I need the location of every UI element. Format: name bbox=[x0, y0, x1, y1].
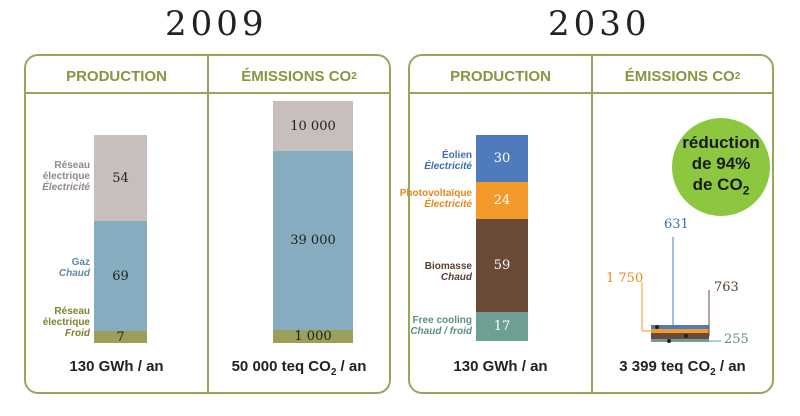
bar-segment-emissions-electricite-2009: 10 000 bbox=[273, 101, 353, 151]
bar-segment-biomasse-2030: 59 bbox=[476, 219, 528, 312]
label-gaz-2009: Gaz Chaud bbox=[58, 257, 90, 279]
footer-production-2030: 130 GWh / an bbox=[453, 358, 548, 375]
header-emissions-2009: ÉMISSIONS CO 2 bbox=[241, 67, 357, 85]
emissions-segment-763 bbox=[651, 333, 709, 339]
year-2009: 2009 bbox=[165, 4, 268, 44]
bar-segment-photovoltaique-2030: 24 bbox=[476, 182, 528, 219]
header-production-2009: PRODUCTION bbox=[66, 67, 167, 85]
bar-segment-emissions-froid-2009: 1 000 bbox=[273, 329, 353, 344]
label-eolien-2030: Éolien Électricité bbox=[424, 150, 472, 172]
footer-emissions-2009: 50 000 teq CO2 / an bbox=[231, 358, 367, 378]
emissions-segment-1750 bbox=[651, 329, 709, 333]
emissions-value-1750: 1 750 bbox=[606, 271, 644, 286]
bar-segment-emissions-gaz-2009: 39 000 bbox=[273, 151, 353, 330]
emissions-value-763: 763 bbox=[714, 280, 739, 295]
leader-763 bbox=[686, 290, 710, 337]
bar-segment-eolien-2030: 30 bbox=[476, 135, 528, 182]
year-2030: 2030 bbox=[548, 4, 651, 44]
panel-2030: PRODUCTION ÉMISSIONS CO 2 130 GWh / an 3 … bbox=[408, 54, 774, 394]
label-freecooling-2030: Free cooling Chaud / froid bbox=[410, 315, 472, 337]
bar-segment-freecooling-2030: 17 bbox=[476, 312, 528, 341]
label-photovoltaique-2030: Photovoltaïque Électricité bbox=[399, 188, 472, 210]
footer-production-2009: 130 GWh / an bbox=[69, 358, 164, 375]
emissions-segment-631 bbox=[651, 325, 709, 329]
emissions-value-255: 255 bbox=[724, 332, 749, 347]
column-divider bbox=[591, 56, 593, 392]
bar-segment-froid-2009: 7 bbox=[94, 330, 147, 345]
footer-emissions-2030: 3 399 teq CO2 / an bbox=[619, 358, 746, 378]
label-biomasse-2030: Biomasse Chaud bbox=[424, 261, 472, 283]
header-production-2030: PRODUCTION bbox=[450, 67, 551, 85]
leader-1750 bbox=[641, 282, 651, 332]
label-reseau-froid-2009: Réseau électrique Froid bbox=[42, 306, 90, 339]
bar-segment-gaz-2009: 69 bbox=[94, 221, 147, 331]
leader-631 bbox=[657, 237, 674, 328]
emissions-value-631: 631 bbox=[664, 217, 689, 232]
bar-segment-electricite-2009: 54 bbox=[94, 135, 147, 221]
reduction-badge: réduction de 94% de CO2 bbox=[672, 118, 770, 216]
header-emissions-2030: ÉMISSIONS CO 2 bbox=[624, 67, 741, 85]
label-reseau-electricite-2009: Réseau électrique Électricité bbox=[42, 160, 90, 193]
column-divider bbox=[207, 56, 209, 392]
